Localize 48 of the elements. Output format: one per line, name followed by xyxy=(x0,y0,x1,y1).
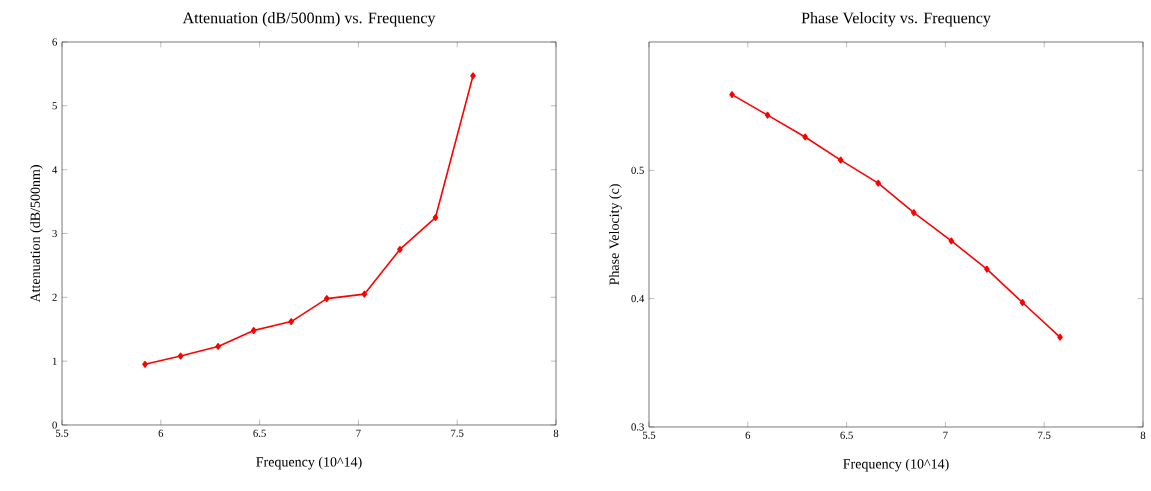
y-tick-label: 0.3 xyxy=(631,423,644,431)
point xyxy=(432,214,439,221)
y-tick-label: 0.4 xyxy=(631,295,645,303)
x-tick-label: 7.5 xyxy=(1038,431,1051,439)
y-tick-label: 4 xyxy=(52,166,58,174)
point xyxy=(470,72,476,80)
point xyxy=(948,237,955,245)
x-tick-label: 7 xyxy=(943,431,948,439)
point xyxy=(802,133,808,141)
y-tick-label: 1 xyxy=(52,357,57,365)
point xyxy=(397,245,403,253)
x-tick-label: 6.5 xyxy=(253,429,266,437)
x-tick-label: 5.5 xyxy=(55,429,69,437)
chart-title: Attenuation (dB/500nm) vs. Frequency xyxy=(182,12,436,27)
y-axis-title: Attenuation (dB/500nm) xyxy=(30,165,43,303)
point xyxy=(177,352,184,360)
x-axis-title: Frequency (10^14) xyxy=(256,456,362,470)
point xyxy=(764,111,771,119)
point xyxy=(729,91,735,99)
x-tick-label: 7 xyxy=(356,429,361,437)
point xyxy=(323,295,330,303)
point xyxy=(288,318,295,326)
point xyxy=(837,156,844,164)
point xyxy=(250,327,257,334)
y-tick-label: 2 xyxy=(52,293,57,301)
point xyxy=(142,360,148,368)
x-tick-label: 6 xyxy=(745,431,751,439)
point xyxy=(1057,333,1063,341)
y-tick-label: 6 xyxy=(52,38,57,46)
y-axis-title: Phase Velocity (c) xyxy=(609,184,622,286)
y-tick-label: 0.5 xyxy=(631,166,644,174)
y-tick-label: 5 xyxy=(52,102,57,110)
point xyxy=(875,179,882,187)
x-tick-label: 6 xyxy=(158,429,164,437)
x-tick-label: 7.5 xyxy=(451,429,464,437)
x-tick-label: 8 xyxy=(1140,431,1146,439)
point xyxy=(910,209,917,217)
x-tick-label: 8 xyxy=(553,429,559,437)
y-tick-label: 0 xyxy=(52,421,57,429)
chart-title: Phase Velocity vs. Frequency xyxy=(801,12,991,27)
point xyxy=(984,265,990,273)
x-axis-title: Frequency (10^14) xyxy=(843,458,949,472)
y-tick-label: 3 xyxy=(52,229,57,238)
point xyxy=(215,343,221,350)
x-tick-label: 5.5 xyxy=(642,431,656,439)
point xyxy=(1019,299,1026,306)
point xyxy=(361,290,368,298)
x-tick-label: 6.5 xyxy=(840,431,853,439)
